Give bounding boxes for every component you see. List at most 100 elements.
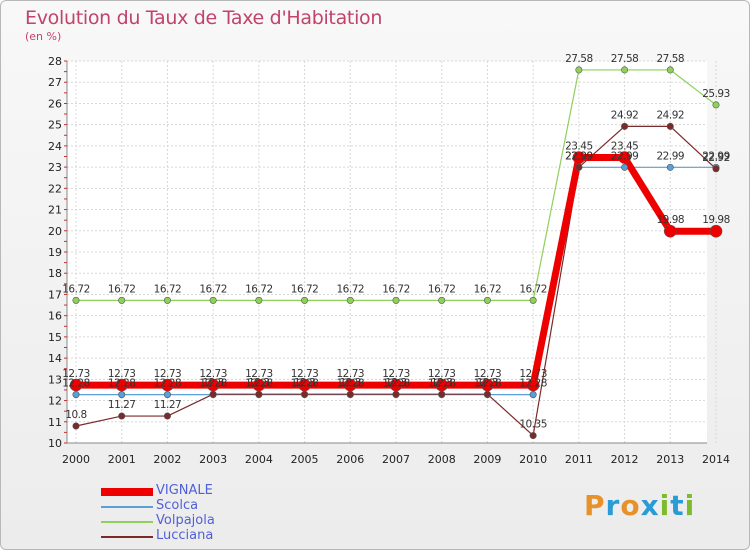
y-tick-label: 13 [48, 373, 62, 386]
data-label-scolca: 12.28 [519, 378, 547, 390]
data-label-scolca: 12.28 [291, 378, 319, 390]
data-label-volpajola: 25.93 [702, 88, 730, 100]
data-point-vignale [389, 378, 403, 392]
y-tick-label: 21 [48, 204, 62, 217]
x-tick-label: 2007 [382, 453, 410, 466]
x-tick-label: 2011 [565, 453, 593, 466]
y-tick-label: 28 [48, 55, 62, 68]
x-tick-label: 2000 [62, 453, 90, 466]
data-point-vignale [115, 378, 129, 392]
data-label-lucciana: 11.27 [154, 399, 182, 411]
legend-label-vignale: VIGNALE [156, 483, 213, 498]
data-label-scolca: 12.28 [245, 378, 273, 390]
data-label-lucciana: 24.92 [611, 109, 639, 121]
legend-swatch-volpajola [101, 521, 153, 523]
data-point-scolca [118, 391, 126, 399]
data-point-scolca [666, 163, 674, 171]
y-tick-label: 27 [48, 76, 62, 89]
data-label-vignale: 12.73 [245, 368, 273, 380]
data-label-volpajola: 27.58 [611, 53, 639, 65]
y-tick-label: 16 [48, 310, 62, 323]
y-tick-label: 12 [48, 395, 62, 408]
x-tick-label: 2009 [473, 453, 501, 466]
data-point-volpajola [209, 296, 217, 304]
x-tick-label: 2010 [519, 453, 547, 466]
y-tick-label: 14 [48, 352, 62, 365]
data-point-volpajola [483, 296, 491, 304]
data-point-scolca [529, 391, 537, 399]
data-label-volpajola: 27.58 [565, 53, 593, 65]
data-label-lucciana: 12.3 [431, 377, 452, 389]
data-label-scolca: 12.28 [199, 378, 227, 390]
data-label-volpajola: 16.72 [245, 283, 273, 295]
legend-label-scolca: Scolca [156, 498, 199, 513]
x-tick-label: 2002 [153, 453, 181, 466]
data-point-lucciana [163, 412, 171, 420]
data-label-vignale: 23.45 [611, 141, 639, 153]
y-tick-label: 15 [48, 331, 62, 344]
data-label-volpajola: 16.72 [519, 283, 547, 295]
logo-letter: r [605, 489, 621, 522]
data-point-scolca [163, 391, 171, 399]
x-tick-label: 2004 [245, 453, 273, 466]
data-label-lucciana: 10.8 [65, 409, 86, 421]
y-tick-label: 23 [48, 161, 62, 174]
data-point-lucciana [483, 390, 491, 398]
chart-title: Evolution du Taux de Taxe d'Habitation [25, 7, 383, 29]
data-point-lucciana [438, 390, 446, 398]
data-point-lucciana [575, 163, 583, 171]
data-point-vignale [526, 378, 540, 392]
data-label-lucciana: 12.3 [202, 377, 223, 389]
legend-label-volpajola: Volpajola [156, 513, 215, 528]
data-label-volpajola: 16.72 [291, 283, 319, 295]
data-point-lucciana [621, 122, 629, 130]
x-tick-label: 2006 [336, 453, 364, 466]
data-label-scolca: 22.99 [702, 150, 730, 162]
legend-label-lucciana: Lucciana [156, 528, 214, 543]
data-label-lucciana: 22.92 [702, 152, 730, 164]
data-point-vignale [435, 378, 449, 392]
data-point-vignale [343, 378, 357, 392]
x-tick-label: 2008 [428, 453, 456, 466]
data-label-vignale: 12.73 [199, 368, 227, 380]
data-point-vignale [206, 378, 220, 392]
data-point-volpajola [346, 296, 354, 304]
data-point-volpajola [392, 296, 400, 304]
logo-letter: x [640, 489, 660, 522]
data-point-vignale [298, 378, 311, 392]
data-label-scolca: 12.28 [428, 378, 456, 390]
data-point-lucciana [118, 412, 126, 420]
y-tick-label: 25 [48, 119, 62, 132]
data-point-vignale [709, 224, 723, 238]
data-point-volpajola [255, 296, 263, 304]
data-label-volpajola: 16.72 [337, 283, 365, 295]
data-label-lucciana: 11.27 [108, 399, 136, 411]
legend-swatch-scolca [101, 506, 153, 508]
data-label-lucciana: 12.3 [248, 377, 269, 389]
x-tick-label: 2012 [611, 453, 639, 466]
data-point-volpajola [712, 101, 720, 109]
data-label-vignale: 12.73 [428, 368, 456, 380]
data-point-lucciana [346, 390, 354, 398]
data-label-lucciana: 12.3 [340, 377, 361, 389]
data-label-scolca: 12.28 [62, 378, 90, 390]
data-point-lucciana [301, 390, 309, 398]
data-label-scolca: 22.99 [611, 150, 639, 162]
data-point-volpajola [575, 66, 583, 74]
data-point-volpajola [118, 296, 126, 304]
data-point-scolca [621, 163, 629, 171]
data-label-lucciana: 12.3 [385, 377, 406, 389]
y-tick-label: 20 [48, 225, 62, 238]
data-label-vignale: 12.73 [519, 368, 547, 380]
data-point-lucciana [712, 165, 720, 173]
y-tick-label: 11 [48, 416, 62, 429]
data-label-lucciana: 12.3 [294, 377, 315, 389]
y-tick-label: 24 [48, 140, 62, 153]
logo-letter: t [670, 489, 685, 522]
data-point-lucciana [72, 422, 80, 430]
data-point-volpajola [621, 66, 629, 74]
data-point-volpajola [163, 296, 171, 304]
legend-swatch-vignale [101, 488, 153, 496]
